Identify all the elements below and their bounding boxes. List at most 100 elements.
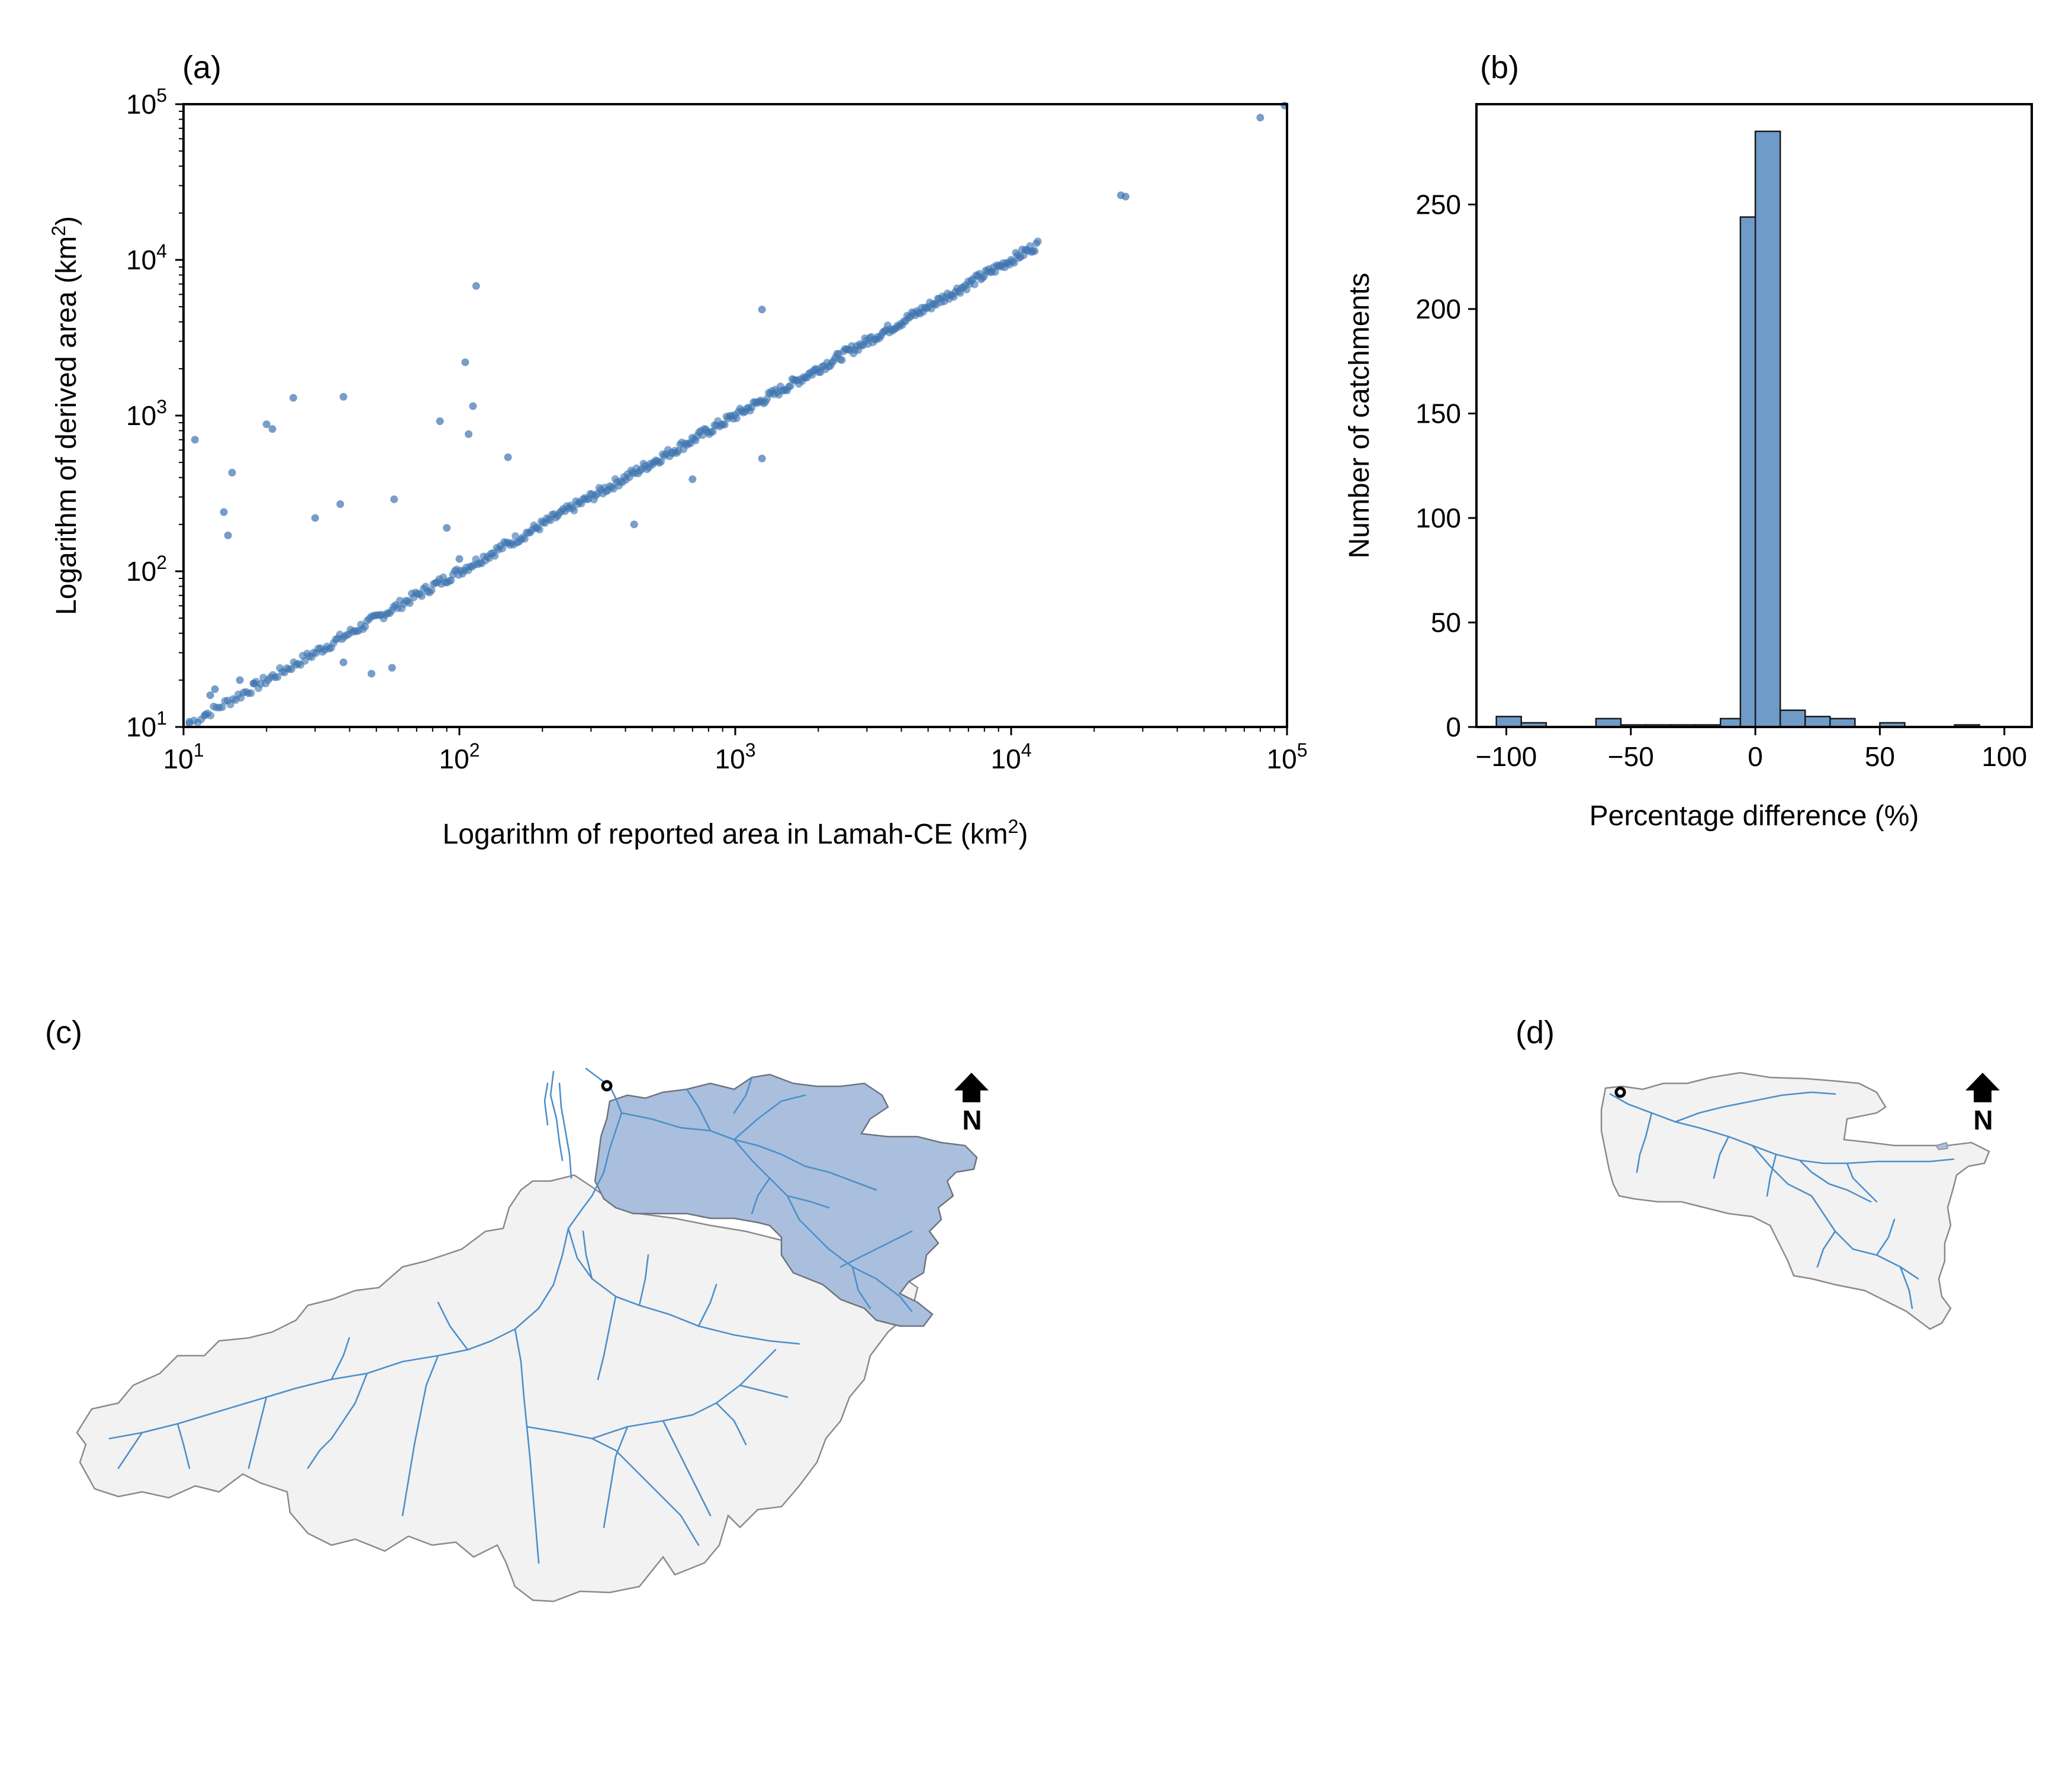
scatter-point (688, 475, 697, 484)
x-tick-label-b: 100 (1981, 741, 2027, 772)
scatter-point (758, 455, 766, 463)
y-tick-label-b: 50 (1431, 607, 1461, 638)
x-tick-label-a: 104 (991, 739, 1032, 774)
x-axis-label-b: Percentage difference (%) (1590, 800, 1919, 832)
scatter-point (570, 506, 578, 514)
y-tick-label-b: 200 (1415, 294, 1461, 324)
outlet-gauge-c (601, 1080, 613, 1092)
small-sliver-d (1935, 1142, 1948, 1150)
scatter-point (838, 356, 846, 364)
river-network-c (108, 1067, 913, 1564)
y-tick-label-b: 150 (1415, 398, 1461, 429)
north-arrow-icon (954, 1073, 989, 1102)
panel-a-label: (a) (182, 50, 221, 85)
scatter-point (630, 520, 638, 529)
scatter-point (461, 358, 469, 366)
x-tick-label-a: 102 (439, 739, 480, 774)
scatter-point (361, 623, 369, 631)
x-tick-label-b: 50 (1865, 741, 1895, 772)
panel-d-label: (d) (1516, 1015, 1555, 1050)
scatter-point (535, 526, 543, 534)
large-catchment-outline (76, 1174, 919, 1603)
scatter-point (274, 673, 282, 681)
scatter-point (191, 436, 199, 444)
scatter-point (289, 394, 297, 402)
scatter-point (220, 508, 228, 516)
scatter-point (465, 430, 473, 438)
y-tick-label-b: 100 (1415, 503, 1461, 533)
scatter-point (1256, 114, 1265, 122)
histogram-bar (1754, 130, 1781, 728)
scatter-point (417, 592, 426, 600)
outlet-gauge-d (1614, 1086, 1626, 1098)
scatter-point (732, 414, 741, 423)
scatter-point (250, 680, 258, 688)
y-tick-label-a: 101 (126, 707, 167, 742)
north-arrow-d: N (1965, 1073, 2000, 1135)
x-tick-label-a: 101 (163, 739, 204, 774)
scatter-point (443, 524, 451, 532)
panel-b-label: (b) (1480, 50, 1519, 85)
scatter-point (367, 670, 375, 678)
scatter-point (1034, 237, 1042, 246)
panel-c-label: (c) (45, 1015, 82, 1050)
plot-frame-b (1475, 103, 2033, 728)
scatter-point (758, 305, 766, 314)
scatter-point (336, 500, 345, 509)
x-tick-label-a: 105 (1267, 739, 1308, 774)
scatter-point (247, 689, 255, 697)
x-tick-label-b: −50 (1608, 741, 1654, 772)
scatter-point (311, 514, 319, 522)
scatter-point (455, 555, 464, 563)
histogram-bar (1804, 716, 1831, 728)
panel-a-scatter-chart: (a) 101 102 103 104 105 101 102 103 104 105 Logar… (48, 50, 1307, 850)
north-arrow-icon (1965, 1073, 2000, 1102)
histogram-bars (1495, 130, 1980, 728)
y-tick-label-a: 105 (126, 85, 167, 120)
panel-b-histogram: (b) −100 −50 0 50 100 0 50 100 150 200 250 Percent… (1344, 50, 2033, 832)
histogram-bar (1829, 718, 1856, 728)
y-tick-label-b: 250 (1415, 189, 1461, 220)
scatter-point (720, 420, 729, 429)
scatter-point (511, 532, 520, 540)
scatter-point (436, 417, 444, 426)
scatter-point (185, 718, 194, 726)
scatter-points (185, 101, 1289, 728)
scatter-point (1031, 247, 1039, 255)
scatter-point (447, 577, 455, 585)
north-label-c: N (962, 1105, 982, 1135)
axes-a: 101 102 103 104 105 101 102 103 104 105 (126, 85, 1307, 774)
scatter-point (970, 280, 979, 288)
scatter-point (388, 664, 396, 672)
scatter-point (224, 531, 232, 539)
scatter-point (1010, 259, 1018, 267)
y-tick-label-a: 102 (126, 552, 167, 587)
scatter-point (339, 392, 348, 401)
y-tick-label-a: 103 (126, 396, 167, 431)
y-tick-label-a: 104 (126, 240, 167, 275)
scatter-point (491, 552, 499, 560)
scatter-point (201, 710, 210, 719)
scatter-point (228, 468, 236, 477)
scatter-point (236, 676, 244, 684)
y-tick-label-b: 0 (1446, 712, 1461, 742)
north-arrow-c: N (954, 1073, 989, 1135)
x-tick-label-b: −100 (1476, 741, 1537, 772)
scatter-point (1121, 192, 1130, 201)
scatter-point (262, 420, 271, 429)
histogram-bar (1495, 716, 1522, 728)
scatter-point (709, 427, 717, 436)
scatter-point (472, 282, 480, 290)
x-tick-label-b: 0 (1748, 741, 1763, 772)
scatter-point (504, 453, 512, 461)
north-label-d: N (1973, 1105, 1993, 1135)
scatter-point (268, 425, 276, 433)
histogram-bar (1595, 718, 1622, 728)
scatter-point (218, 703, 226, 712)
derived-catchment-outline (1600, 1072, 1990, 1330)
x-axis-label-a: Logarithm of reported area in Lamah-CE (… (443, 816, 1028, 850)
scatter-point (339, 658, 348, 667)
scatter-point (520, 535, 529, 543)
scatter-point (406, 599, 414, 607)
